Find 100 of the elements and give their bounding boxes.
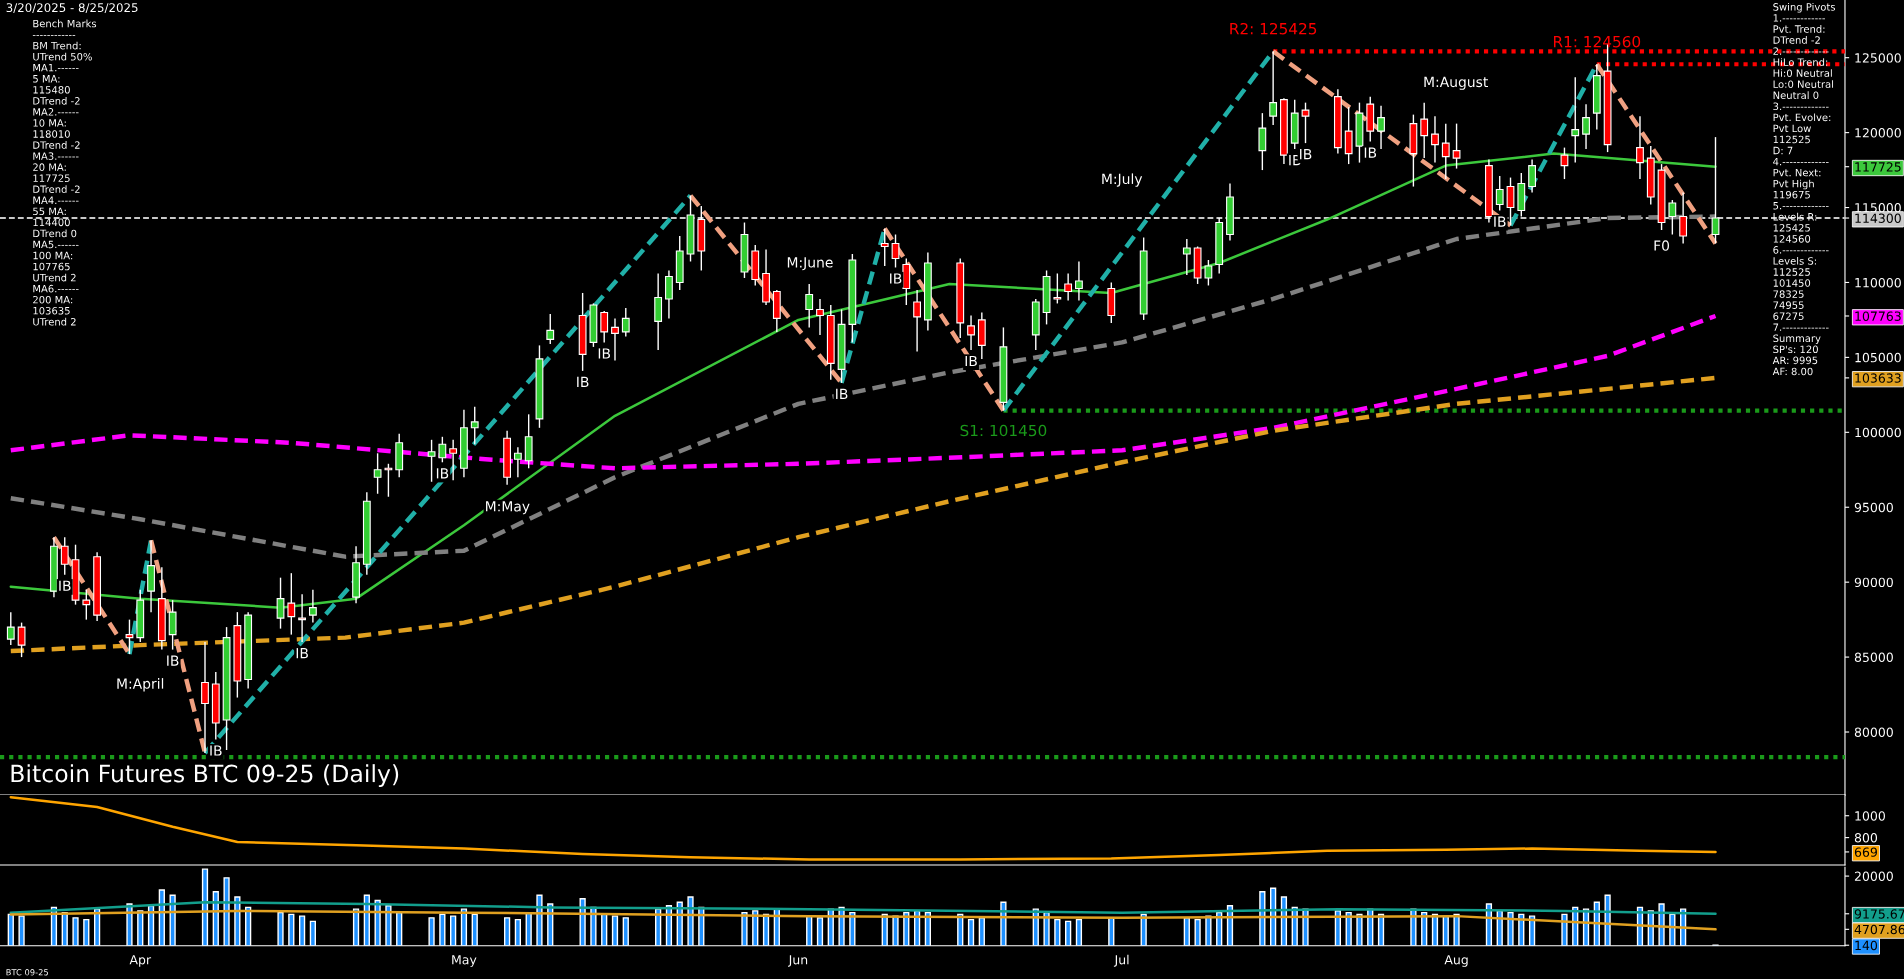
annotation: M:April <box>117 678 164 692</box>
text: Bench Marks ------------ BM Trend: UTrend 50% MA1.------ 5 MA: 115480 DTrend -2 MA2.------ 10 MA: 118010 DTrend -2 MA3.------ 20 MA: 117725 DTrend -2 MA4.------ 55 MA: 114400 DTrend 0 MA5.------ 100 MA: 107765 UTrend 2 MA6.------ 200 MA: 103635 UTrend 2 <box>32 19 97 326</box>
candlestick <box>513 446 522 478</box>
candlestick <box>1344 106 1353 165</box>
y-tick-label: 85000 <box>1854 652 1893 663</box>
line-series <box>9 900 1717 916</box>
candlestick <box>1679 191 1688 245</box>
ref-line-label: S1: 101450 <box>960 424 1047 437</box>
candlestick <box>1377 104 1385 150</box>
annotation: IB <box>59 580 71 591</box>
text: Bitcoin Futures BTC 09-25 (Daily) <box>11 764 399 787</box>
candlestick <box>1053 272 1062 305</box>
candlestick <box>60 536 69 576</box>
annotation: IB <box>1494 216 1506 227</box>
y-tick-label: 105000 <box>1855 352 1901 363</box>
bar <box>741 911 748 946</box>
bar <box>1442 915 1449 946</box>
bar <box>309 920 317 946</box>
y-tick-label: 95000 <box>1854 502 1893 513</box>
y-tick-label: 669 <box>1854 847 1877 857</box>
candlestick <box>1506 176 1515 227</box>
candlestick <box>1269 50 1278 126</box>
bar <box>601 913 608 946</box>
bar <box>352 908 360 946</box>
candlestick <box>6 611 15 646</box>
bar <box>1356 913 1363 946</box>
candlestick <box>1441 122 1450 180</box>
candlestick <box>1636 115 1644 180</box>
bar <box>288 913 295 946</box>
bar <box>503 917 511 946</box>
candlestick <box>880 227 889 267</box>
bar <box>514 918 522 946</box>
annotation: IB <box>436 468 449 479</box>
y-tick-label: 4707.86 <box>1854 924 1904 935</box>
y-tick-label: 800 <box>1854 833 1878 843</box>
candlestick <box>967 314 975 351</box>
annotation: 3/20/2025 - 8/25/2025 <box>6 3 138 13</box>
x-tick-label: Aug <box>1444 955 1468 967</box>
y-tick-label: 103633 <box>1855 373 1901 383</box>
candlestick <box>201 641 209 754</box>
y-tick-label: 110000 <box>1855 277 1901 288</box>
annotation: IB <box>577 376 589 387</box>
y-tick-label: 20000 <box>1854 871 1893 882</box>
candlestick <box>524 413 533 469</box>
annotation: IB <box>1364 147 1377 158</box>
bar <box>223 877 230 946</box>
candlestick <box>1528 158 1536 194</box>
y-tick-label: 117725 <box>1855 162 1901 172</box>
bar <box>1075 918 1083 946</box>
ref-line-label: R1: 124560 <box>1553 35 1641 48</box>
candlestick <box>1560 146 1569 180</box>
annotation: IB <box>890 273 902 284</box>
candlestick <box>611 317 619 362</box>
candlestick <box>449 439 458 481</box>
bar <box>622 917 629 946</box>
bar <box>396 911 403 946</box>
bar <box>1453 913 1460 946</box>
text: BTC 09-25 <box>6 969 48 976</box>
candlestick <box>1064 272 1073 302</box>
x-tick-label: Jul <box>1113 954 1129 967</box>
candlestick <box>470 406 479 445</box>
x-tick-label: May <box>452 955 477 967</box>
bar <box>1561 913 1568 946</box>
line-series <box>8 214 1718 559</box>
candlestick <box>1668 199 1677 236</box>
bar <box>72 917 79 946</box>
candlestick <box>1420 101 1429 159</box>
y-tick-label: 90000 <box>1854 577 1893 588</box>
line-series <box>9 909 1717 931</box>
annotation: IB <box>296 648 308 659</box>
y-tick-label: 1000 <box>1855 811 1885 821</box>
y-tick-label: 100000 <box>1855 427 1901 438</box>
candlestick <box>816 298 824 336</box>
candlestick <box>902 257 911 306</box>
candlestick <box>1301 101 1310 144</box>
candlestick <box>427 439 436 483</box>
bar <box>1194 918 1201 946</box>
candlestick <box>17 621 26 658</box>
bar <box>439 913 446 946</box>
candlestick <box>1431 115 1439 164</box>
annotation: IB <box>836 388 848 399</box>
bar <box>298 915 306 946</box>
y-tick-label: 114300 <box>1855 213 1901 223</box>
x-tick-label: Jun <box>788 955 808 967</box>
annotation: M:August <box>1424 76 1488 90</box>
bar <box>1528 915 1536 946</box>
annotation: IB <box>210 745 222 756</box>
bar <box>967 918 975 946</box>
candlestick <box>438 436 447 463</box>
candlestick <box>654 272 663 351</box>
candlestick <box>621 307 630 338</box>
ref-line-label: R2: 125425 <box>1230 22 1317 35</box>
line-series <box>9 795 1717 861</box>
annotation: IB <box>167 655 179 666</box>
y-tick-label: 107763 <box>1855 311 1901 321</box>
y-tick-label: 9175.67 <box>1854 909 1904 919</box>
y-tick-label: 80000 <box>1854 727 1893 737</box>
annotation: F0 <box>1654 240 1670 251</box>
candlestick <box>1182 238 1191 276</box>
x-tick-label: Apr <box>129 955 152 967</box>
